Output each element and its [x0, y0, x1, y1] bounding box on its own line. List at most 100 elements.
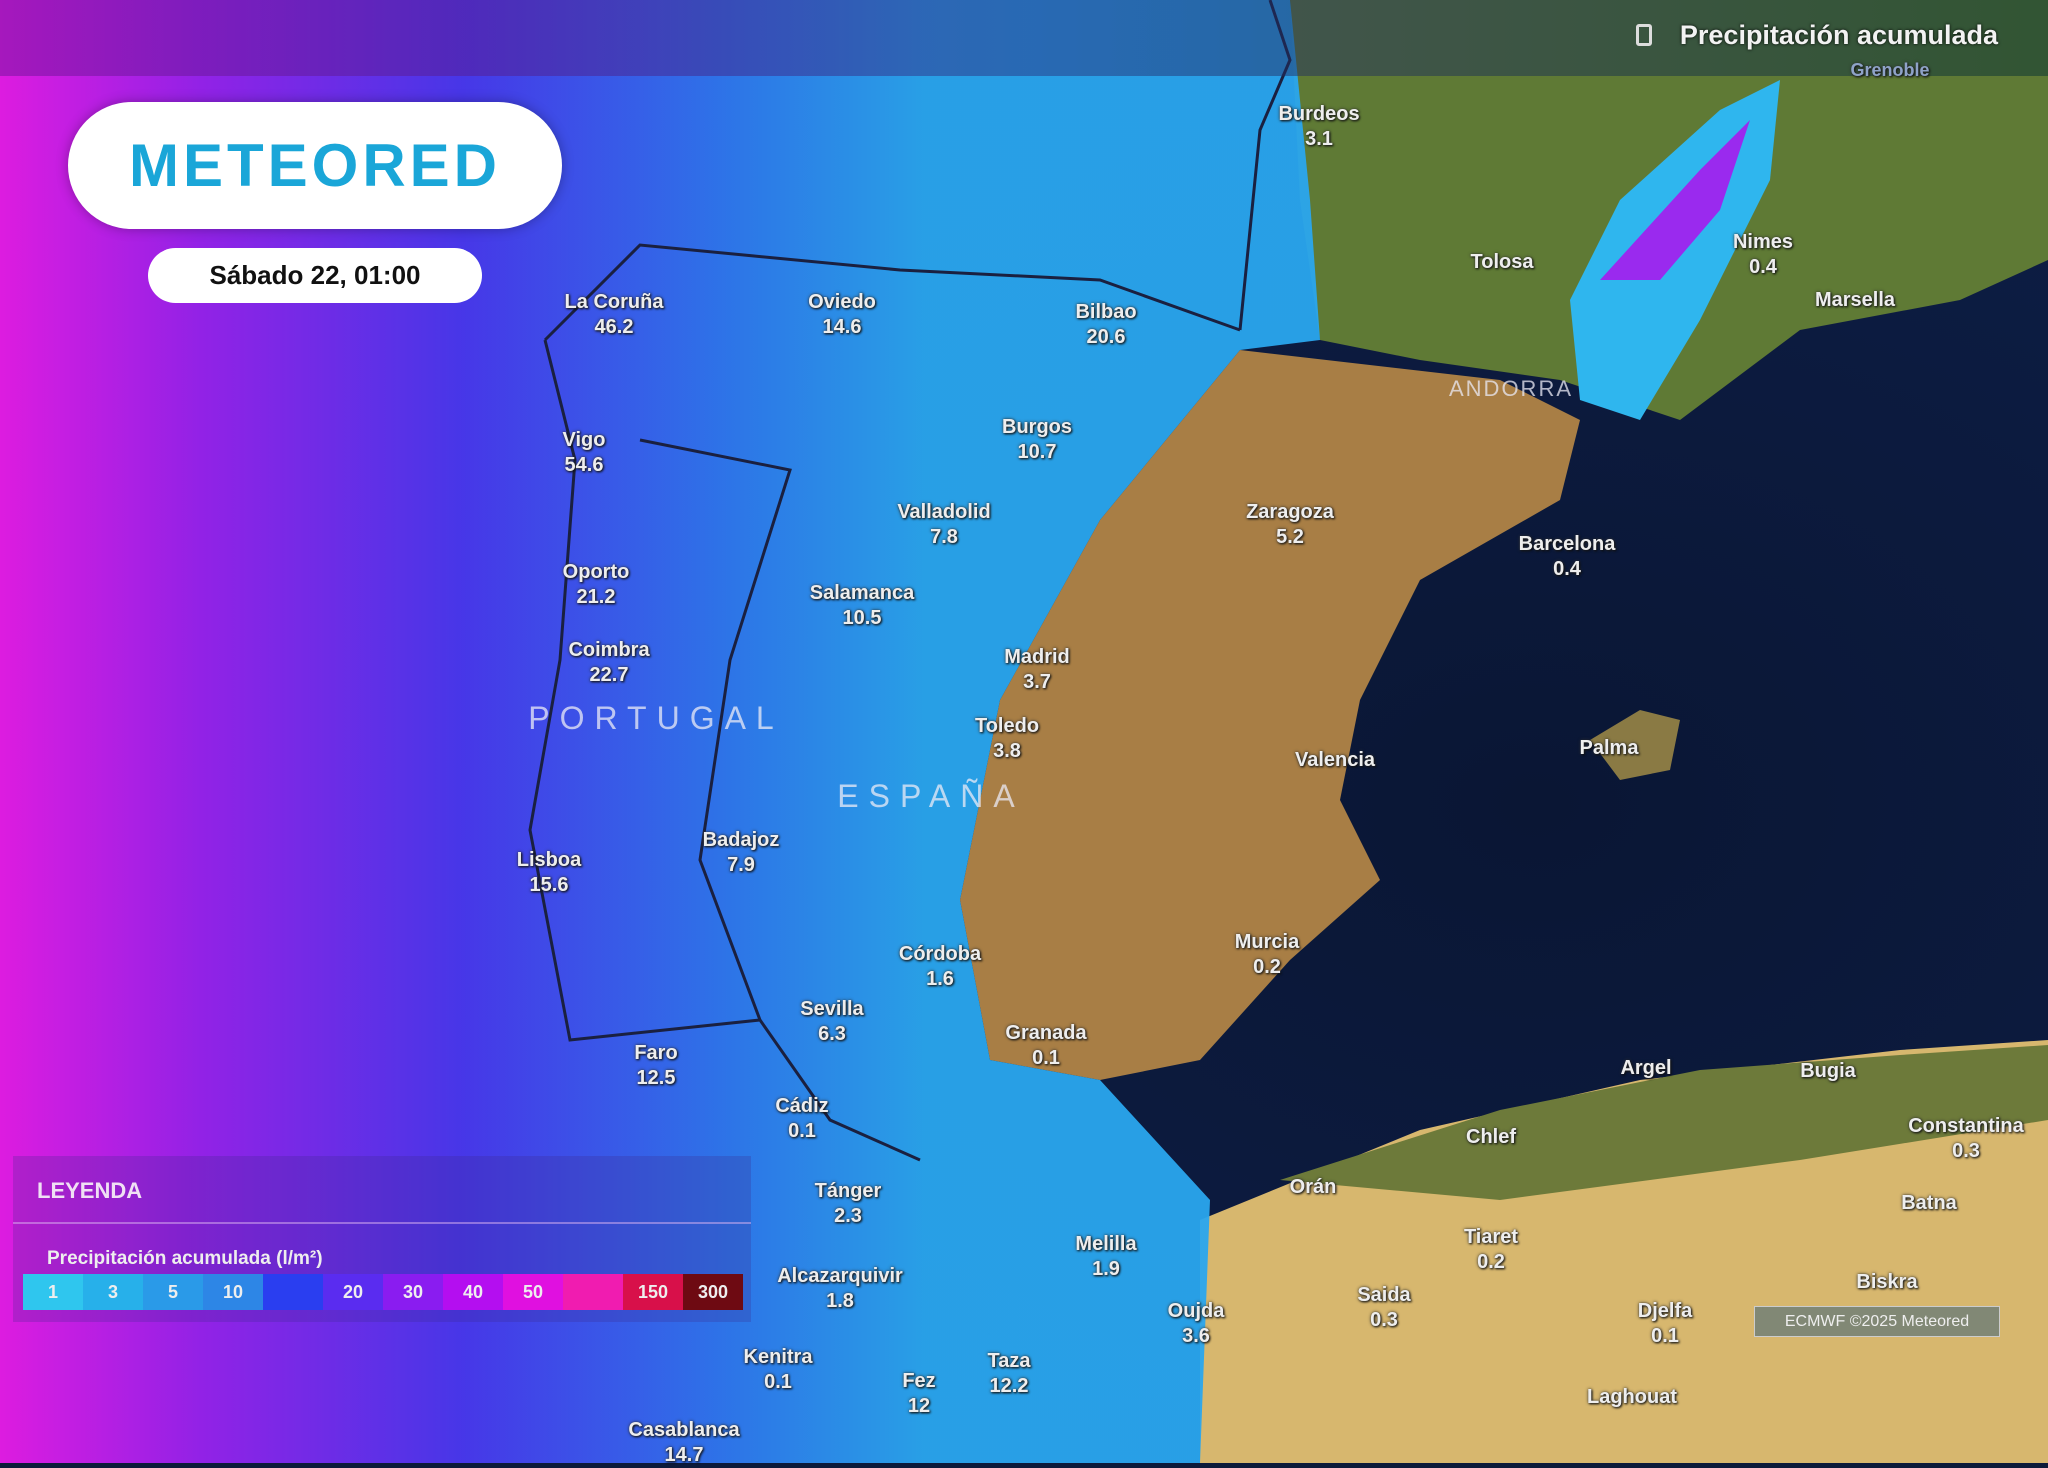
- city-precip-value: 5.2: [1276, 526, 1304, 548]
- city-name: Córdoba: [898, 943, 982, 965]
- city-precip-value: 54.6: [564, 454, 604, 476]
- city-label: Granada 0.1: [1005, 1021, 1086, 1071]
- city-precip-value: 0.1: [788, 1120, 816, 1142]
- city-name: Tiaret: [1463, 1226, 1519, 1248]
- city-label: Nimes 0.4: [1733, 230, 1793, 280]
- city-precip-value: 0.4: [1749, 256, 1777, 278]
- city-label: Bilbao 20.6: [1075, 300, 1136, 350]
- city-label: Chlef: [1466, 1125, 1516, 1150]
- city-label: Burdeos 3.1: [1278, 102, 1359, 152]
- city-name: Toledo: [974, 715, 1040, 737]
- city-precip-value: 2.3: [834, 1205, 862, 1227]
- country-label-portugal: PORTUGAL: [528, 700, 784, 736]
- legend-step: 5: [143, 1274, 203, 1310]
- city-label: Tiaret 0.2: [1464, 1225, 1518, 1275]
- city-precip-value: 0.1: [1032, 1047, 1060, 1069]
- city-precip-value: 3.6: [1182, 1325, 1210, 1347]
- city-name: Granada: [1005, 1022, 1087, 1044]
- city-name: Faro: [634, 1042, 678, 1064]
- city-name: Coimbra: [568, 639, 650, 661]
- city-label-grenoble: Grenoble: [1850, 60, 1930, 80]
- legend-step: 30: [383, 1274, 443, 1310]
- city-label: Zaragoza 5.2: [1246, 500, 1334, 550]
- city-name: Valladolid: [897, 501, 991, 523]
- city-name: Vigo: [562, 429, 606, 451]
- city-label: Argel: [1620, 1056, 1671, 1081]
- city-label: Lisboa 15.6: [517, 848, 581, 898]
- city-label: Valladolid 7.8: [897, 500, 990, 550]
- city-name: Fez: [902, 1370, 936, 1392]
- city-name: Oviedo: [808, 291, 876, 313]
- city-label: Kenitra 0.1: [744, 1345, 813, 1395]
- layer-title-text: Precipitación acumulada: [1679, 20, 1998, 50]
- city-precip-value: 1.6: [926, 968, 954, 990]
- city-precip-value: 3.8: [993, 740, 1021, 762]
- city-label: Saida 0.3: [1357, 1283, 1410, 1333]
- city-precip-value: 0.2: [1253, 956, 1281, 978]
- city-label: Batna: [1901, 1191, 1957, 1216]
- city-label: Alcazarquivir 1.8: [777, 1264, 903, 1314]
- city-name: Tolosa: [1470, 251, 1534, 273]
- city-name: Melilla: [1075, 1233, 1137, 1255]
- city-name: Batna: [1901, 1192, 1957, 1214]
- city-name: Valencia: [1294, 749, 1376, 771]
- city-precip-value: 12.2: [989, 1375, 1029, 1397]
- layer-title[interactable]: Precipitación acumulada: [1635, 20, 1998, 51]
- city-label: Badajoz 7.9: [703, 828, 780, 878]
- city-name: Badajoz: [702, 829, 780, 851]
- city-name: Palma: [1579, 737, 1639, 759]
- city-name: Laghouat: [1587, 1386, 1677, 1408]
- city-precip-value: 10.5: [842, 607, 882, 629]
- city-precip-value: 3.7: [1023, 671, 1051, 693]
- precipitation-core-alps: [1600, 120, 1750, 280]
- city-name: Orán: [1289, 1176, 1337, 1198]
- city-label: Coimbra 22.7: [568, 638, 649, 688]
- legend-step: [263, 1274, 323, 1310]
- legend-step: 40: [443, 1274, 503, 1310]
- city-name: Kenitra: [743, 1346, 813, 1368]
- city-label: Orán: [1290, 1175, 1337, 1200]
- forecast-date: Sábado 22, 01:00: [148, 248, 482, 303]
- city-label: Oujda 3.6: [1168, 1299, 1225, 1349]
- legend-step: 300: [683, 1274, 743, 1310]
- city-name: Oporto: [562, 561, 630, 583]
- city-label: Casablanca 14.7: [628, 1418, 739, 1468]
- city-name: Djelfa: [1637, 1300, 1693, 1322]
- city-precip-value: 22.7: [589, 664, 629, 686]
- city-name: Bilbao: [1075, 301, 1137, 323]
- legend-step: 3: [83, 1274, 143, 1310]
- city-precip-value: 14.6: [822, 316, 862, 338]
- city-precip-value: 1.8: [826, 1290, 854, 1312]
- city-label: Toledo 3.8: [975, 714, 1039, 764]
- city-label: Vigo 54.6: [563, 428, 606, 478]
- city-precip-value: 1.9: [1092, 1258, 1120, 1280]
- legend-title: Precipitación acumulada (l/m²): [47, 1248, 323, 1269]
- city-name: Marsella: [1814, 289, 1896, 311]
- meteored-logo[interactable]: METEORED: [68, 102, 562, 229]
- city-precip-value: 12: [907, 1395, 931, 1417]
- city-name: Saida: [1357, 1284, 1411, 1306]
- city-name: Murcia: [1234, 931, 1300, 953]
- legend-color-scale: 1 3 5 10 20 30 40 50 150 300: [23, 1274, 743, 1310]
- city-label: Oporto 21.2: [563, 560, 630, 610]
- city-precip-value: 7.8: [930, 526, 958, 548]
- city-name: Chlef: [1466, 1126, 1516, 1148]
- city-label: Tánger 2.3: [815, 1179, 882, 1229]
- city-name: Taza: [987, 1350, 1031, 1372]
- city-label: Melilla 1.9: [1075, 1232, 1136, 1282]
- city-name: Burgos: [1002, 416, 1072, 438]
- legend-step: 10: [203, 1274, 263, 1310]
- city-name: Casablanca: [628, 1419, 740, 1441]
- city-name: Madrid: [1004, 646, 1070, 668]
- legend-step: 150: [623, 1274, 683, 1310]
- island-mallorca: [1590, 710, 1680, 780]
- city-label: Salamanca 10.5: [810, 581, 915, 631]
- city-precip-value: 14.7: [664, 1444, 704, 1466]
- city-label: Tolosa: [1471, 250, 1534, 275]
- top-bar: Precipitación acumulada: [0, 0, 2048, 76]
- legend-heading: LEYENDA: [37, 1178, 143, 1203]
- city-name: Nimes: [1732, 231, 1794, 253]
- city-precip-value: 46.2: [594, 316, 634, 338]
- city-precip-value: 0.1: [764, 1371, 792, 1393]
